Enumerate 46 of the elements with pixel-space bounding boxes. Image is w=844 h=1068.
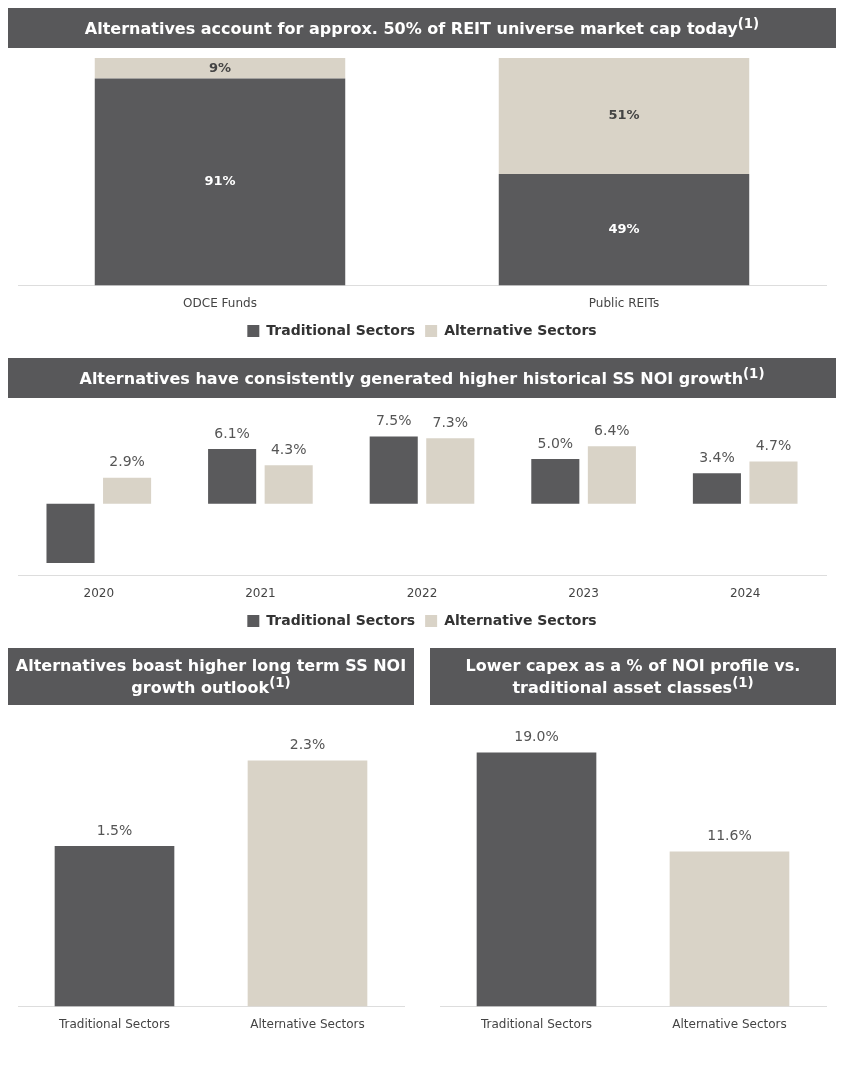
chart-title: Alternatives have consistently generated higher historical SS NOI growth$^{(1)}$ <box>8 358 836 398</box>
data-label: 9% <box>208 59 232 75</box>
data-label: 5.0% <box>537 434 574 451</box>
data-label: 2.3% <box>289 736 326 753</box>
bar <box>426 438 475 504</box>
bar <box>531 458 580 504</box>
x-tick-label: 2022 <box>406 585 438 600</box>
x-tick-label: Traditional Sectors <box>479 1017 593 1032</box>
data-label: 4.3% <box>270 440 307 457</box>
bar <box>587 446 636 504</box>
data-label: 4.7% <box>755 437 792 454</box>
data-label: 6.4% <box>594 422 630 438</box>
legend-label: Traditional Sectors <box>266 321 416 338</box>
data-label: 7.3% <box>432 413 469 430</box>
data-label: 6.1% <box>214 424 250 441</box>
bar <box>369 436 418 504</box>
x-tick-label: Traditional Sectors <box>57 1017 171 1032</box>
bar <box>46 503 95 564</box>
x-tick-label: 2024 <box>729 585 761 600</box>
x-tick-label: 2021 <box>245 585 276 600</box>
legend-label: Alternative Sectors <box>444 611 597 628</box>
x-tick-label: Public REITs <box>588 295 660 310</box>
data-label: 1.5% <box>96 822 133 839</box>
chart-title: Alternatives boast higher long term SS NOI growth outlook$^{(1)}$ <box>8 648 414 706</box>
x-tick-label: Alternative Sectors <box>250 1017 365 1032</box>
data-label: 7.5% <box>375 412 412 429</box>
data-label: 91% <box>204 173 236 189</box>
data-label: 49% <box>608 221 640 237</box>
data-label: 2.9% <box>109 453 145 470</box>
chart-title: Alternatives account for approx. 50% of REIT universe market cap today$^{(1)}$ <box>8 8 836 48</box>
data-label: 19.0% <box>514 728 559 745</box>
x-tick-label: Alternative Sectors <box>672 1017 787 1032</box>
legend-label: Traditional Sectors <box>266 611 416 628</box>
bar <box>749 461 798 504</box>
legend-label: Alternative Sectors <box>444 321 597 338</box>
data-label: 3.4% <box>699 448 735 465</box>
chart-title: Lower capex as a % of NOI profile vs. traditional asset classes$^{(1)}$ <box>430 648 836 706</box>
x-tick-label: 2023 <box>568 585 599 600</box>
data-label: 11.6% <box>707 827 752 844</box>
bar <box>103 477 152 504</box>
x-tick-label: 2020 <box>83 585 115 600</box>
bar <box>264 465 313 504</box>
x-tick-label: ODCE Funds <box>183 295 257 310</box>
bar <box>692 473 741 504</box>
data-label: 51% <box>608 107 640 123</box>
bar <box>208 449 257 504</box>
